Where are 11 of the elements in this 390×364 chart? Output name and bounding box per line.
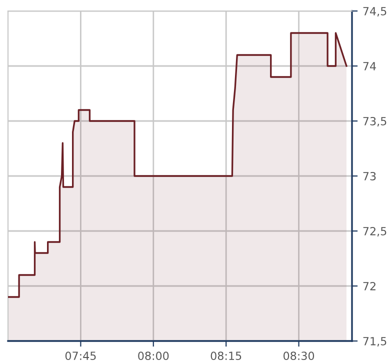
- y-tick-label: 73,5: [363, 116, 386, 127]
- y-tick-label: 72: [363, 282, 376, 290]
- y-tick-label: 72,5: [363, 226, 386, 237]
- y-tick-label: 71,5: [363, 337, 386, 347]
- x-tick-label: 08:30: [284, 352, 314, 360]
- x-tick-label: 08:15: [210, 352, 242, 360]
- y-tick-label: 73: [363, 172, 376, 180]
- x-tick-label: 08:00: [138, 352, 169, 360]
- x-tick-label: 07:45: [65, 352, 96, 360]
- y-tick-label: 74,5: [363, 7, 386, 17]
- y-tick-label: 74: [363, 62, 376, 70]
